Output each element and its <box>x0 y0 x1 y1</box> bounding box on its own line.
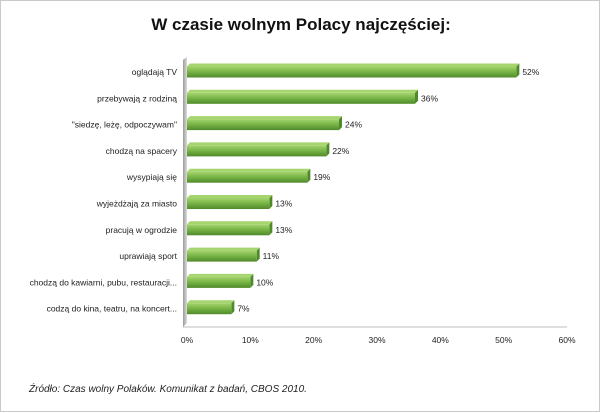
bar-value-label: 13% <box>275 225 292 235</box>
bar-end-face <box>250 273 254 288</box>
chart-title: W czasie wolnym Polacy najczęściej: <box>151 15 451 34</box>
bar-top-face <box>187 273 254 277</box>
bar <box>187 224 270 236</box>
bar-group <box>187 116 342 131</box>
bar <box>187 145 327 157</box>
bar-value-label: 13% <box>275 199 292 209</box>
x-tick-label: 0% <box>181 335 194 345</box>
category-label: wyjeżdżają za miasto <box>96 199 178 209</box>
bar-end-face <box>516 63 520 78</box>
bar-value-label: 19% <box>313 172 330 182</box>
category-label: pracują w ogrodzie <box>106 225 178 235</box>
bar-top-face <box>187 89 418 93</box>
bar <box>187 303 232 315</box>
bar <box>187 119 339 131</box>
bar-group <box>187 168 311 183</box>
bar <box>187 92 415 104</box>
bar <box>187 198 270 209</box>
x-tick-label: 40% <box>432 335 449 345</box>
bar-value-label: 36% <box>421 93 438 103</box>
x-tick-label: 10% <box>242 335 259 345</box>
bar-value-label: 52% <box>522 67 539 77</box>
category-label: oglądają TV <box>132 67 178 77</box>
bar-top-face <box>187 221 273 225</box>
bar-group <box>187 63 520 78</box>
bar-end-face <box>269 221 273 236</box>
bar-end-face <box>231 300 235 315</box>
bar-top-face <box>187 116 342 120</box>
bar <box>187 171 308 183</box>
x-tick-label: 20% <box>305 335 322 345</box>
bar-value-label: 11% <box>263 251 280 261</box>
category-label: przebywają z rodziną <box>97 93 177 103</box>
x-tick-label: 60% <box>558 335 575 345</box>
bar-end-face <box>256 247 260 262</box>
x-tick-label: 30% <box>368 335 385 345</box>
bar-group <box>187 221 273 236</box>
chart-wall <box>183 56 187 327</box>
bar-value-label: 22% <box>332 146 349 156</box>
bar <box>187 276 251 288</box>
category-label: codzą do kina, teatru, na koncert... <box>47 304 177 314</box>
bar <box>187 66 517 78</box>
bar-end-face <box>326 142 330 157</box>
bar-end-face <box>415 89 418 104</box>
category-label: wysypiają się <box>126 172 177 182</box>
category-label: "siedzę, leżę, odpoczywam" <box>72 120 177 130</box>
bar-end-face <box>307 168 311 183</box>
bar-value-label: 24% <box>345 120 362 130</box>
bar-top-face <box>187 142 330 146</box>
bar-top-face <box>187 168 311 172</box>
bar-end-face <box>339 116 342 131</box>
bar-group <box>187 142 330 157</box>
bar-top-face <box>187 195 273 198</box>
bar-end-face <box>269 195 273 209</box>
category-label: chodzą na spacery <box>106 146 178 156</box>
bar-top-face <box>187 300 235 304</box>
bar-top-face <box>187 247 260 251</box>
bar-group <box>187 89 418 104</box>
bar-group <box>187 300 235 315</box>
source-footnote: Źródło: Czas wolny Polaków. Komunikat z … <box>29 384 307 395</box>
bar-group <box>187 195 273 209</box>
bar-group <box>187 247 260 262</box>
category-label: chodzą do kawiarni, pubu, restauracji... <box>30 277 177 287</box>
bar-top-face <box>187 63 520 67</box>
bar-value-label: 7% <box>237 304 250 314</box>
bar <box>187 250 257 262</box>
category-label: uprawiają sport <box>119 251 177 261</box>
bar-group <box>187 273 254 288</box>
x-tick-label: 50% <box>495 335 512 345</box>
bar-value-label: 10% <box>256 277 273 287</box>
